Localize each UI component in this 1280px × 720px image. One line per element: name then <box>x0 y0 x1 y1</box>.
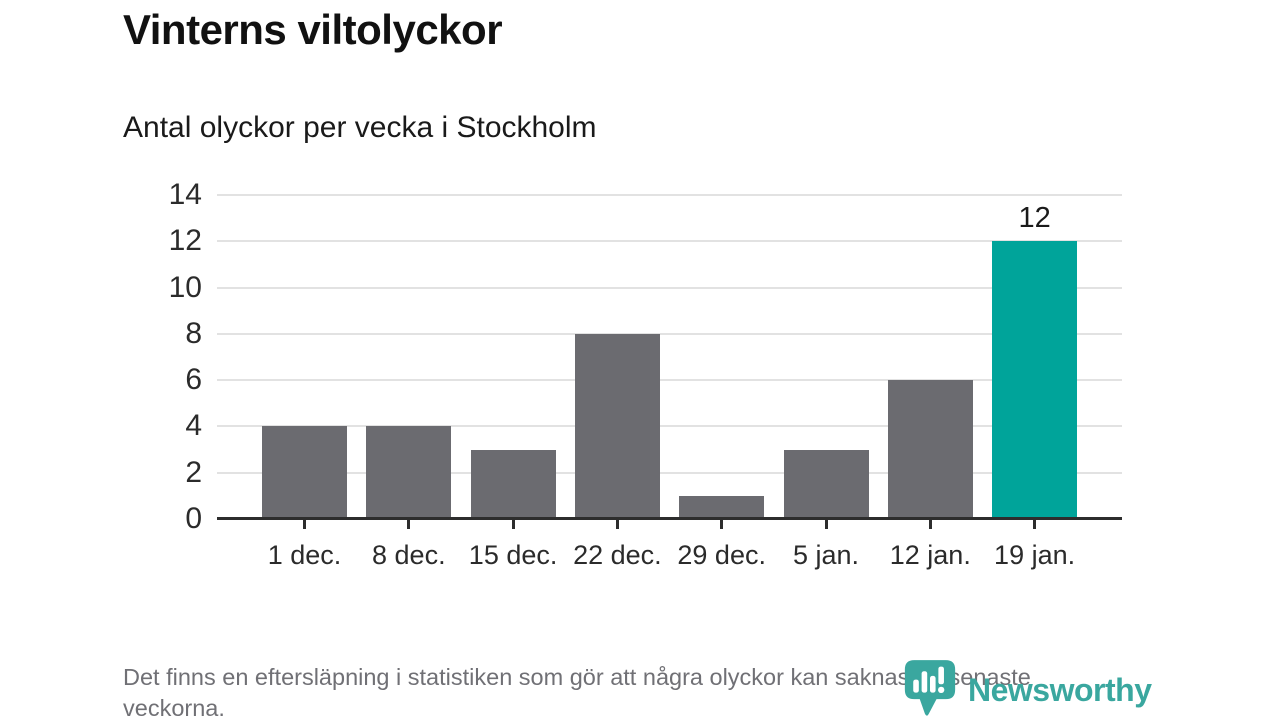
x-tick-label: 22 dec. <box>573 540 662 570</box>
y-tick-label: 12 <box>168 224 202 258</box>
bar <box>679 495 765 519</box>
x-tick-label: 1 dec. <box>267 540 342 570</box>
gridline <box>217 471 1122 474</box>
page-title: Vinterns viltolyckor <box>123 6 503 53</box>
newsworthy-logo-text: Newsworthy <box>968 671 1152 708</box>
gridline <box>217 425 1122 428</box>
bar <box>574 333 660 519</box>
x-tick-label: 12 jan. <box>889 540 971 570</box>
bar <box>887 380 973 519</box>
bar-chart-speech-bubble-icon <box>903 658 957 720</box>
x-axis-tick <box>511 519 515 529</box>
x-tick-label: 5 jan. <box>792 540 860 570</box>
y-tick-label: 4 <box>185 409 202 443</box>
y-tick-label: 6 <box>185 363 202 397</box>
gridline <box>217 240 1122 243</box>
chart-subtitle: Antal olyckor per vecka i Stockholm <box>123 111 597 144</box>
x-axis-tick <box>720 519 724 529</box>
bar <box>262 426 347 519</box>
bar <box>470 449 556 519</box>
bar-chart-plot-area: 0 2 4 6 8 10 12 14 1 dec. 8 dec. 15 dec. 22 dec. 29 … <box>169 180 1122 570</box>
bar <box>366 426 452 519</box>
newsworthy-logo: Newsworthy <box>903 658 1152 720</box>
x-tick-label: 8 dec. <box>372 540 446 570</box>
gridline <box>217 379 1122 382</box>
x-axis-line <box>217 517 1122 520</box>
x-axis-tick <box>1033 519 1037 529</box>
bar <box>783 449 869 519</box>
x-axis-tick <box>615 519 619 529</box>
gridline <box>217 332 1122 335</box>
y-tick-label: 0 <box>185 502 202 535</box>
y-tick-label: 2 <box>185 455 202 489</box>
bar-highlighted: 12 <box>992 202 1078 519</box>
x-tick-label: 15 dec. <box>468 540 558 570</box>
x-tick-label: 29 dec. <box>677 540 766 570</box>
x-tick-label: 19 jan. <box>994 540 1076 570</box>
x-axis-tick <box>928 519 932 529</box>
y-tick-label: 10 <box>168 270 202 304</box>
gridline <box>217 286 1122 289</box>
x-axis-tick <box>407 519 411 529</box>
bar-value-label: 12 <box>1018 202 1051 235</box>
x-axis-tick <box>824 519 828 529</box>
y-tick-label: 14 <box>168 178 202 211</box>
chart-footnote: Det finns en eftersläpning i statistiken… <box>123 664 1031 720</box>
y-tick-label: 8 <box>185 316 202 350</box>
x-axis-tick <box>303 519 306 529</box>
gridline <box>217 194 1122 196</box>
